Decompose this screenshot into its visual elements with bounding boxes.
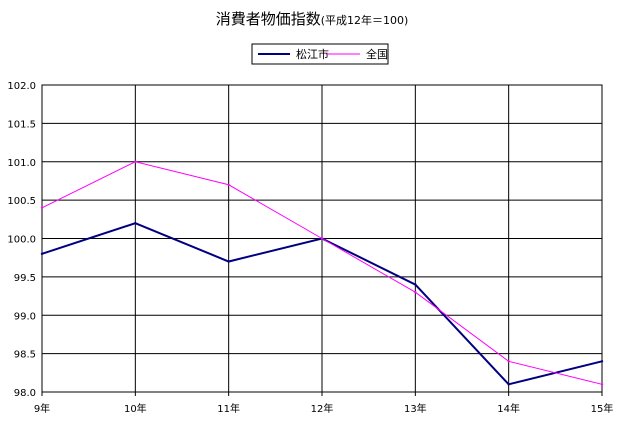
y-tick-label: 100.5 — [7, 196, 36, 207]
chart-subtitle: (平成12年＝100) — [321, 13, 409, 27]
x-tick-label: 9年 — [34, 402, 50, 415]
data-point — [507, 383, 510, 386]
plot-border — [41, 84, 603, 393]
legend-label-1: 松江市 — [296, 47, 329, 61]
data-point — [320, 237, 324, 240]
data-point — [40, 206, 44, 209]
y-tick-label: 99.5 — [14, 273, 36, 284]
data-point — [600, 360, 604, 363]
x-tick-label: 14年 — [497, 402, 520, 415]
data-point — [600, 383, 604, 386]
y-tick-label: 102.0 — [7, 81, 36, 92]
x-tick-label: 13年 — [404, 402, 427, 415]
y-tick-label: 99.0 — [14, 311, 36, 322]
data-point — [507, 360, 510, 363]
plot-area: 98.0 98.5 99.0 99.5 100.0 100.5 101.0 101.5 102.… — [7, 81, 613, 415]
chart-legend: 松江市 全国 — [251, 43, 389, 65]
chart-title: 消費者物価指数(平成12年＝100) — [216, 10, 409, 28]
x-tick-label: 15年 — [591, 402, 614, 415]
data-point — [414, 283, 417, 286]
legend-label-2: 全国 — [366, 47, 388, 61]
data-point — [414, 291, 417, 294]
y-tick-label: 100.0 — [7, 235, 36, 246]
chart-title-main: 消費者物価指数 — [216, 10, 321, 28]
x-tick-label: 12年 — [311, 402, 334, 415]
x-tick-label: 10年 — [124, 402, 147, 415]
y-tick-label: 98.5 — [14, 350, 36, 361]
x-tick-label: 11年 — [217, 402, 240, 415]
data-point — [227, 260, 230, 263]
legend-box — [251, 43, 389, 65]
data-point — [134, 221, 137, 225]
data-point — [40, 252, 44, 256]
y-tick-label: 101.0 — [7, 158, 36, 169]
data-point — [227, 183, 230, 186]
y-tick-label: 98.0 — [14, 388, 36, 399]
data-point — [134, 160, 137, 163]
y-tick-label: 101.5 — [7, 119, 36, 130]
